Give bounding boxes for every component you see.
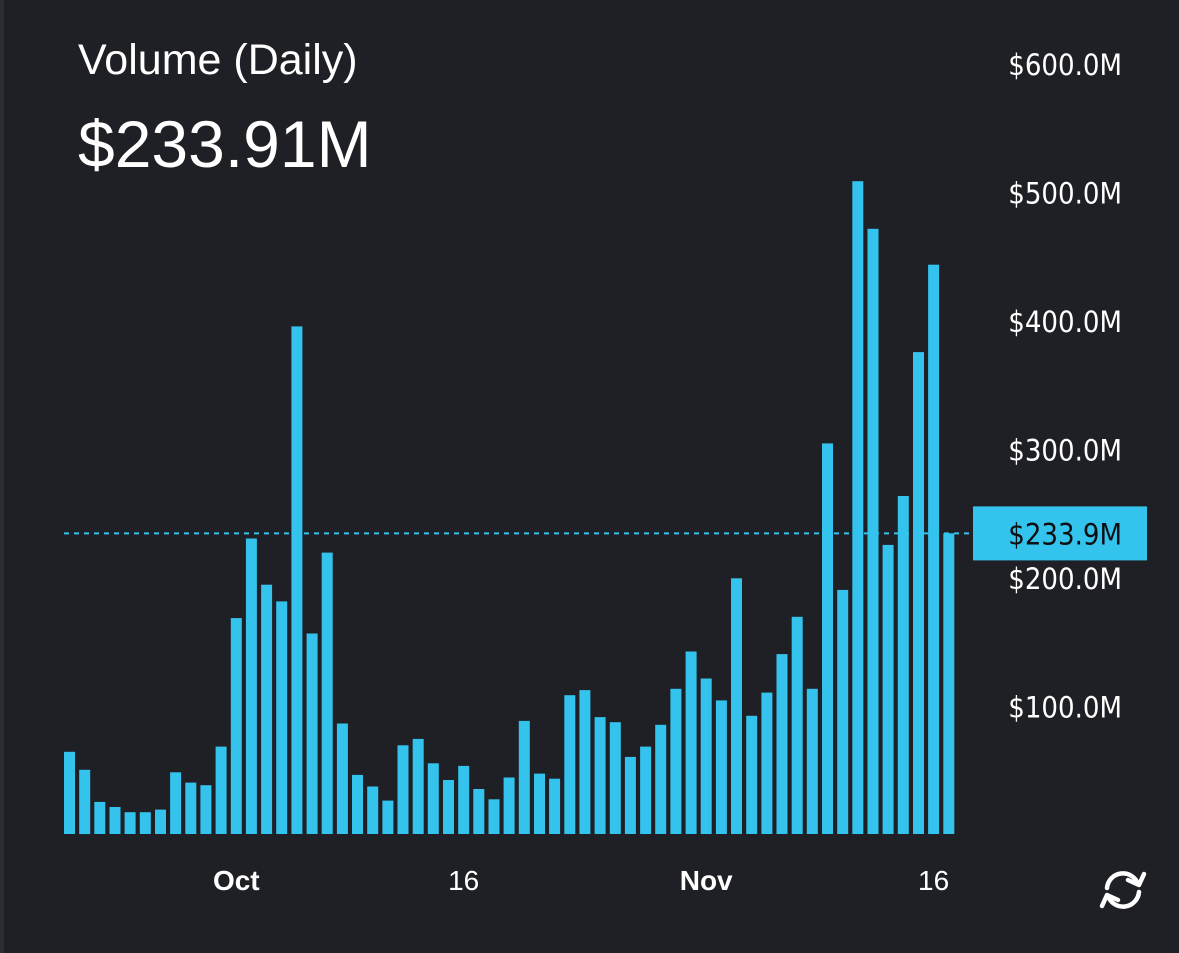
x-axis-tick-label: Oct [213,865,260,896]
volume-bar [139,812,151,834]
volume-bar [867,228,879,835]
x-axis-tick-label: 16 [448,865,479,896]
volume-bar [291,326,303,834]
x-axis-tick-label: Nov [680,865,733,896]
volume-bar [564,695,576,834]
volume-bar [427,763,439,834]
volume-bar [488,799,500,834]
volume-bar [761,692,773,834]
refresh-button[interactable] [1096,865,1150,915]
volume-bar [746,715,758,834]
y-axis-tick-label: $200.0M [1008,562,1122,596]
volume-bar [170,772,182,834]
volume-bar [321,552,333,834]
volume-bar [185,782,197,834]
volume-bar [336,723,348,834]
volume-bar [897,496,909,834]
volume-bar [670,688,682,834]
y-axis-tick-label: $500.0M [1008,177,1122,211]
volume-bar [124,812,136,834]
volume-bar [473,789,485,834]
volume-bar [852,181,864,834]
current-value-tag [973,506,1147,561]
volume-bar [109,807,121,834]
volume-bar [913,352,924,834]
volume-bar [685,651,697,834]
volume-bar [882,544,894,834]
volume-bar [776,654,788,834]
volume-bar [549,778,561,834]
volume-bar [655,724,667,834]
volume-bar [640,746,652,834]
volume-bar [94,801,106,834]
volume-bar [367,786,379,834]
volume-bar [928,264,940,834]
current-volume-value: $233.91M [78,107,372,181]
volume-bar [503,777,515,834]
volume-bar [215,746,227,834]
volume-bar [245,538,257,834]
volume-bar [822,443,833,834]
volume-bar [64,751,75,834]
volume-bar [443,780,454,834]
volume-bar [534,773,545,834]
y-axis-tick-label: $300.0M [1008,434,1122,468]
y-axis-tick-label: $600.0M [1008,48,1122,82]
volume-bar [594,717,606,834]
volume-bar [352,774,363,834]
volume-bar [731,578,742,834]
volume-bar [837,589,849,834]
volume-bar [276,601,288,834]
volume-bar [579,690,591,834]
chart-title: Volume (Daily) [78,36,358,84]
volume-bar [230,618,242,834]
volume-bar [261,584,273,834]
volume-bar [791,616,803,834]
volume-bar [200,785,212,834]
volume-bar [609,722,621,834]
current-value-tag-label: $233.9M [1008,517,1122,551]
volume-bar [624,756,636,834]
volume-bar [79,769,91,835]
volume-bar [458,765,470,834]
volume-bar [943,533,955,834]
volume-bar [306,633,318,834]
volume-bar [382,800,394,834]
window-left-border [0,0,4,953]
x-axis-tick-label: 16 [918,865,949,896]
volume-bar [155,809,166,834]
volume-bar [700,678,712,834]
volume-bar [518,720,530,834]
y-axis-tick-label: $400.0M [1008,305,1122,339]
y-axis-tick-label: $100.0M [1008,691,1122,725]
volume-bar [412,738,424,834]
volume-bar [397,745,409,834]
volume-bar [806,688,818,834]
refresh-icon [1099,871,1147,909]
volume-bar [715,700,727,834]
